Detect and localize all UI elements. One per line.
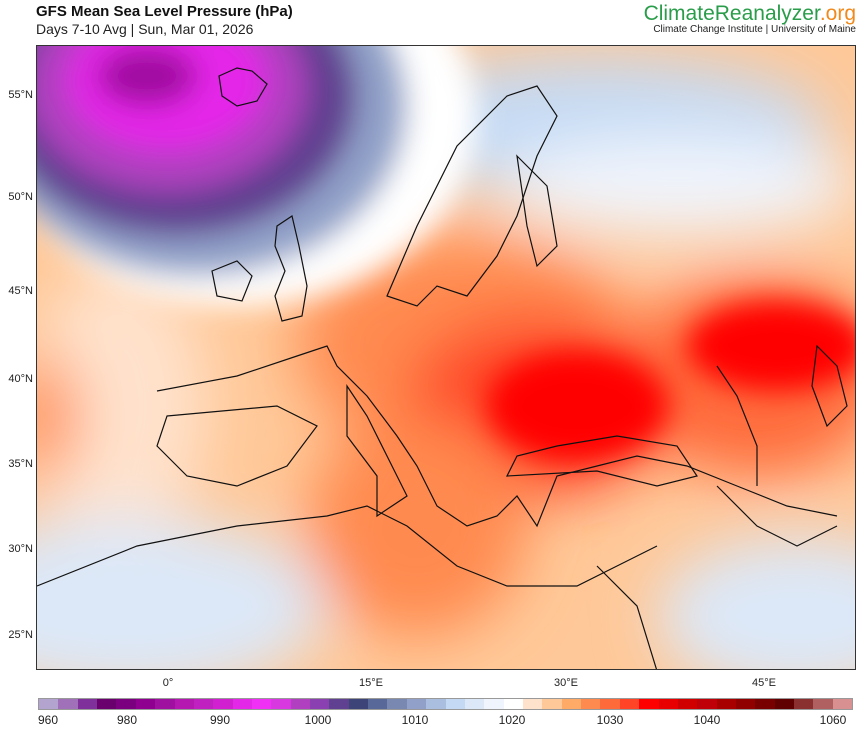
colorbar-segment <box>503 699 523 709</box>
lat-label: 45°N <box>8 285 33 297</box>
map-title: GFS Mean Sea Level Pressure (hPa) <box>36 3 293 20</box>
colorbar-segment <box>406 699 427 709</box>
lat-label: 55°N <box>8 89 33 101</box>
brand-tagline: Climate Change Institute | University of… <box>653 24 856 35</box>
colorbar-segment <box>387 699 407 709</box>
lat-label: 35°N <box>8 458 33 470</box>
lat-label: 25°N <box>8 629 33 641</box>
colorbar-segment <box>193 699 214 709</box>
colorbar-segment <box>445 699 465 709</box>
colorbar-segment <box>735 699 756 709</box>
colorbar-segment <box>464 699 485 709</box>
colorbar-segment <box>58 699 78 709</box>
colorbar-segment <box>426 699 446 709</box>
map-subtitle: Days 7-10 Avg | Sun, Mar 01, 2026 <box>36 21 254 37</box>
pressure-field <box>37 46 855 669</box>
colorbar-segment <box>310 699 330 709</box>
lon-label: 30°E <box>554 677 578 689</box>
colorbar-label: 1020 <box>498 713 526 727</box>
colorbar-segment <box>581 699 601 709</box>
brand-tld: .org <box>819 2 856 25</box>
colorbar-segment <box>619 699 640 709</box>
colorbar-segment <box>484 699 504 709</box>
lat-label: 50°N <box>8 191 33 203</box>
colorbar-segment <box>213 699 233 709</box>
lat-label: 40°N <box>8 373 33 385</box>
coastlines <box>37 67 848 669</box>
colorbar-segment <box>542 699 562 709</box>
colorbar-segment <box>600 699 620 709</box>
colorbar-segment <box>522 699 543 709</box>
colorbar-segment <box>232 699 252 709</box>
colorbar-segment <box>677 699 698 709</box>
colorbar-segment <box>368 699 388 709</box>
lat-label: 30°N <box>8 543 33 555</box>
colorbar-segment <box>329 699 349 709</box>
colorbar-segment <box>716 699 736 709</box>
colorbar-label: 1000 <box>304 713 332 727</box>
brand-name: ClimateReanalyzer <box>643 2 820 25</box>
lon-label: 15°E <box>359 677 383 689</box>
colorbar-label: 1010 <box>401 713 429 727</box>
colorbar-label: 1040 <box>693 713 721 727</box>
colorbar-segment <box>561 699 582 709</box>
colorbar-label: 990 <box>209 713 231 727</box>
colorbar-segment <box>658 699 678 709</box>
colorbar-segment <box>639 699 659 709</box>
colorbar-segment <box>794 699 814 709</box>
colorbar-label: 1060 <box>819 713 847 727</box>
colorbar-segment <box>832 699 853 709</box>
brand-logo[interactable]: ClimateReanalyzer.org <box>644 2 856 26</box>
colorbar <box>38 698 853 710</box>
colorbar-label: 960 <box>37 713 59 727</box>
colorbar-segment <box>77 699 98 709</box>
colorbar-segment <box>135 699 156 709</box>
colorbar-segment <box>755 699 775 709</box>
colorbar-segment <box>97 699 117 709</box>
lon-label: 45°E <box>752 677 776 689</box>
pressure-map <box>36 45 856 670</box>
colorbar-segment <box>116 699 136 709</box>
lon-label: 0° <box>162 677 174 689</box>
colorbar-segment <box>271 699 291 709</box>
colorbar-segment <box>290 699 311 709</box>
colorbar-segment <box>155 699 175 709</box>
colorbar-label: 1030 <box>596 713 624 727</box>
colorbar-segment <box>251 699 272 709</box>
colorbar-segment <box>774 699 795 709</box>
colorbar-segment <box>39 699 59 709</box>
colorbar-segment <box>813 699 833 709</box>
colorbar-segment <box>348 699 369 709</box>
colorbar-segment <box>697 699 717 709</box>
colorbar-label: 980 <box>116 713 138 727</box>
colorbar-segment <box>174 699 194 709</box>
